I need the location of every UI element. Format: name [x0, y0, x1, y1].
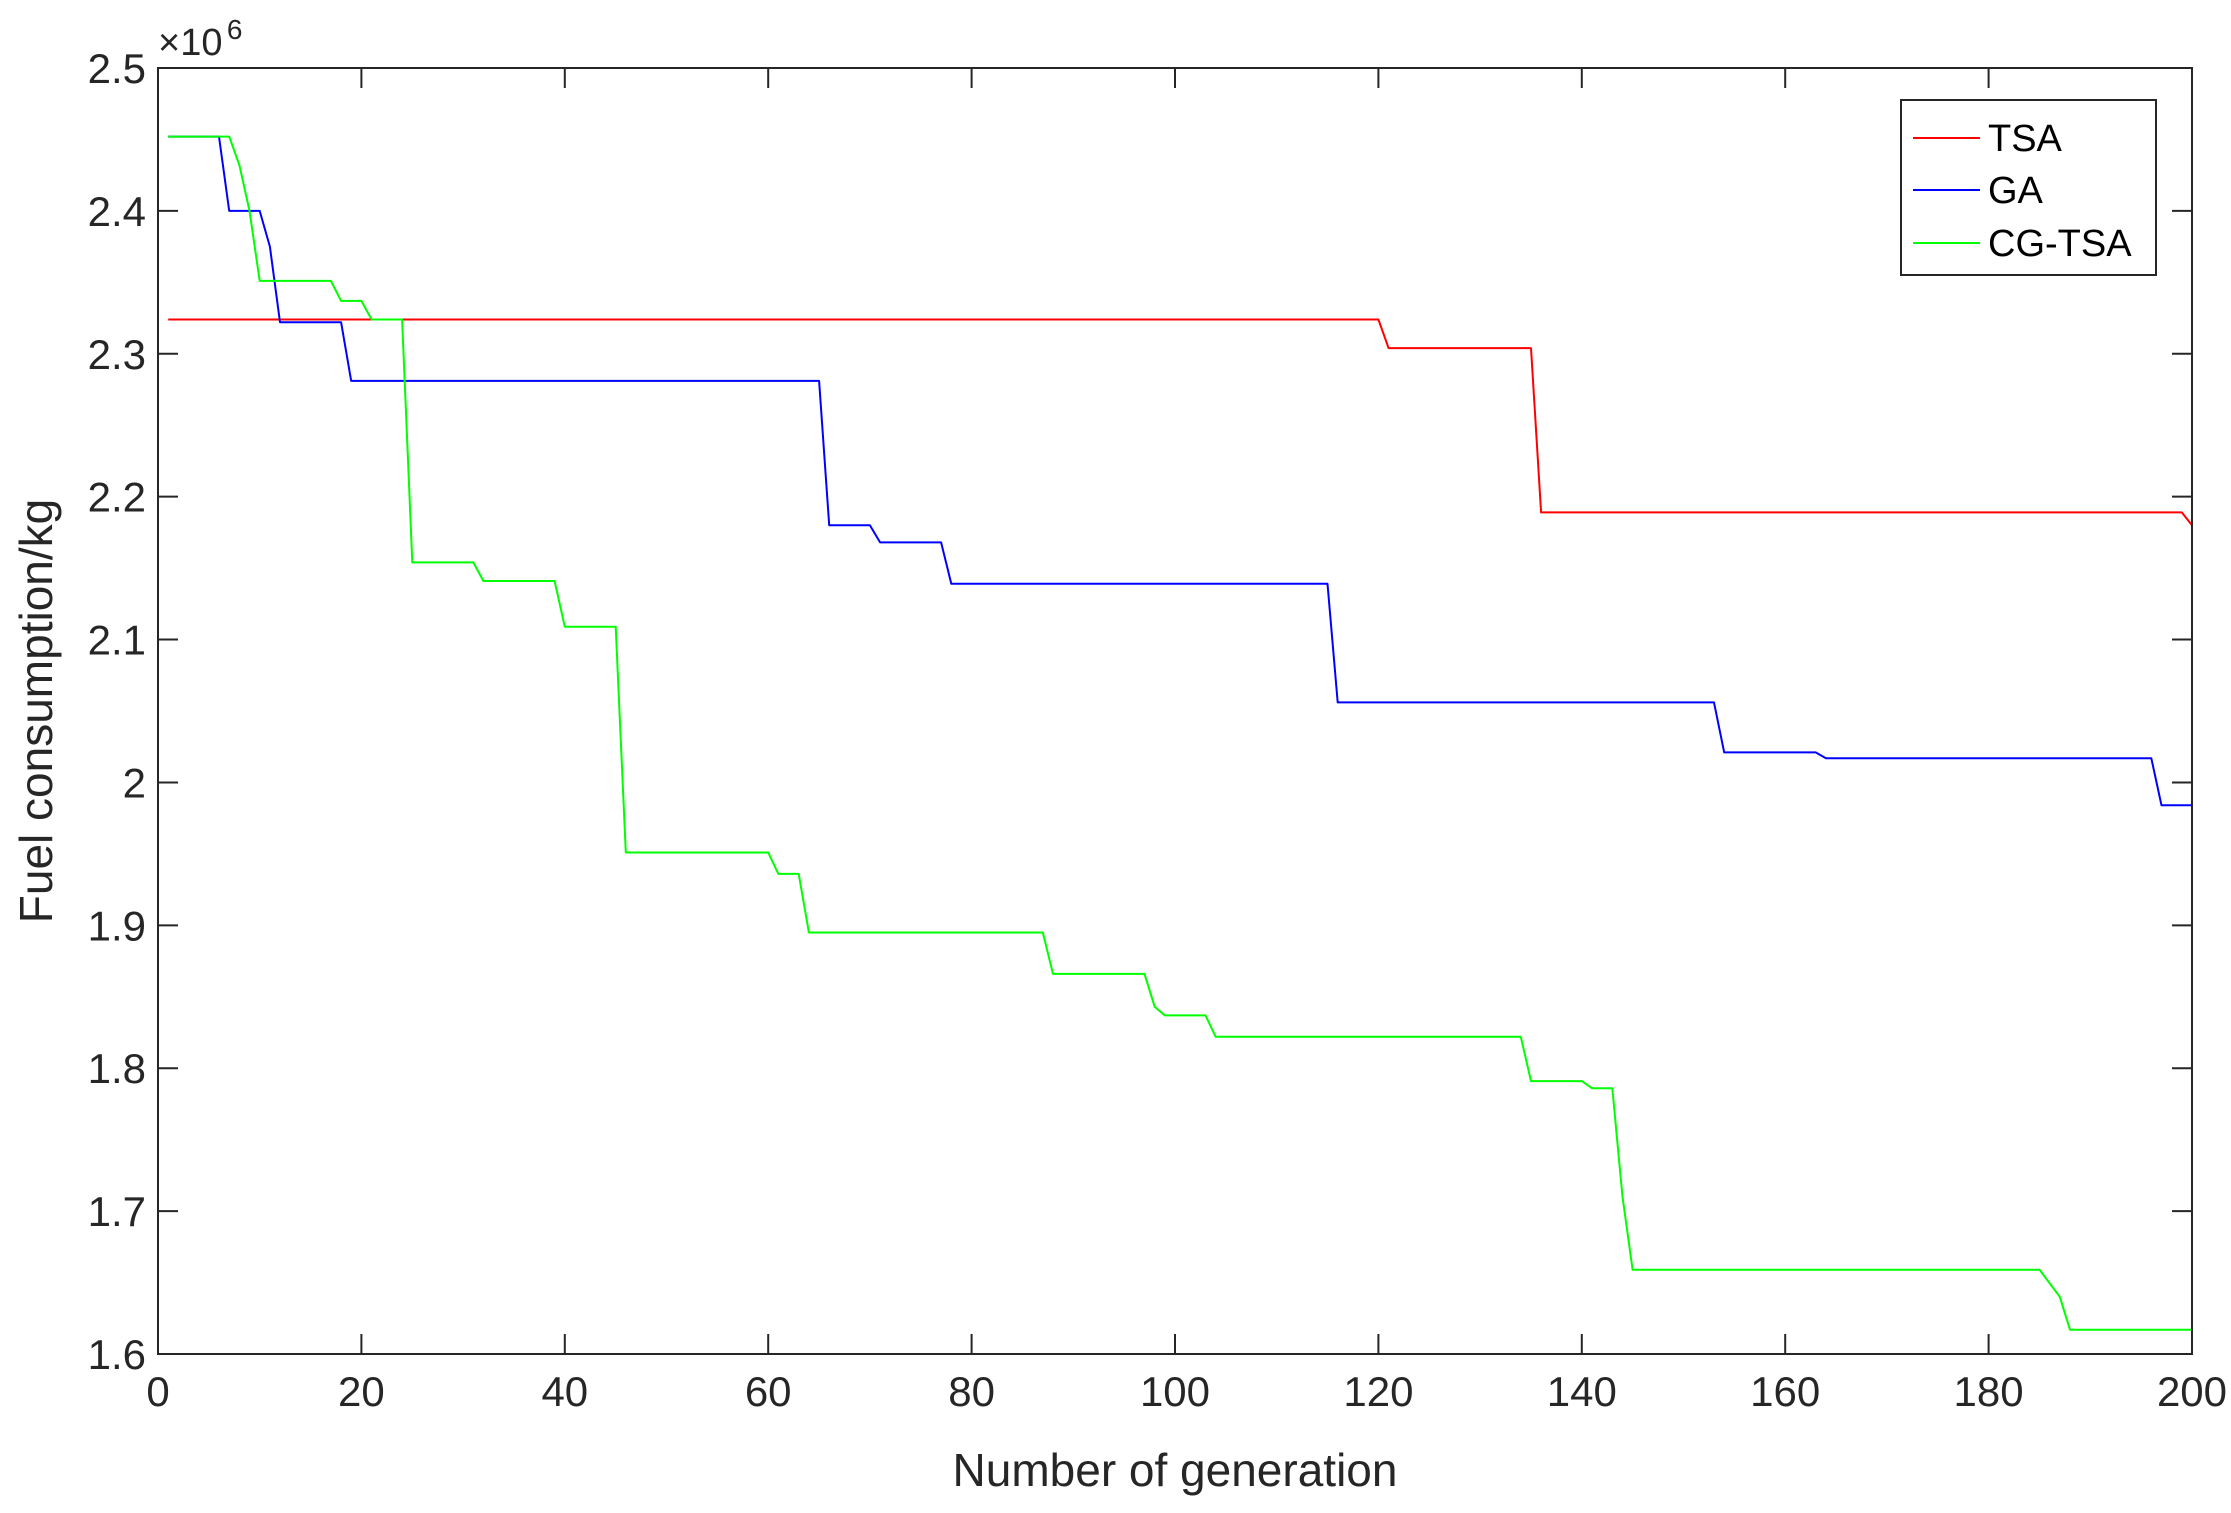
- series-line-tsa: [168, 318, 2193, 526]
- y-tick-label: 2.3: [88, 331, 146, 378]
- y-tick-label: 1.6: [88, 1331, 146, 1378]
- x-tick-label: 20: [338, 1368, 385, 1415]
- y-multiplier-base: ×10: [158, 22, 222, 64]
- legend-label-tsa: TSA: [1988, 118, 2063, 160]
- x-tick-label: 120: [1343, 1368, 1413, 1415]
- x-tick-label: 160: [1750, 1368, 1820, 1415]
- ticks-layer: 0 20 40 60 80 100 120 140 160 180 200 1.6 1.7 1.8 1.9 2…: [88, 45, 2227, 1415]
- y-multiplier: ×10 6: [158, 14, 243, 64]
- y-tick-label: 2.5: [88, 45, 146, 92]
- y-tick-label: 2: [123, 759, 146, 806]
- x-tick-label: 80: [948, 1368, 995, 1415]
- y-tick-label: 1.8: [88, 1045, 146, 1092]
- y-tick-label: 2.1: [88, 617, 146, 664]
- y-tick-label: 2.2: [88, 474, 146, 521]
- y-tick-label: 1.9: [88, 902, 146, 949]
- series-line-cg-tsa: [168, 135, 2192, 1331]
- series-line-ga: [168, 135, 2192, 807]
- x-tick-label: 140: [1547, 1368, 1617, 1415]
- x-tick-label: 200: [2157, 1368, 2227, 1415]
- y-axis-title: Fuel consumption/kg: [10, 499, 62, 923]
- x-tick-label: 60: [745, 1368, 792, 1415]
- legend-label-cg-tsa: CG-TSA: [1988, 223, 2132, 265]
- legend-box: [1900, 99, 2157, 276]
- plot-frame: [157, 67, 2193, 1355]
- x-tick-label: 0: [146, 1368, 169, 1415]
- x-tick-label: 40: [541, 1368, 588, 1415]
- legend: TSA GA CG-TSA: [1900, 99, 2157, 276]
- plot-area: [158, 68, 2192, 1354]
- y-tick-label: 2.4: [88, 188, 146, 235]
- x-tick-label: 100: [1140, 1368, 1210, 1415]
- x-tick-label: 180: [1954, 1368, 2024, 1415]
- y-tick-label: 1.7: [88, 1188, 146, 1235]
- legend-label-ga: GA: [1988, 170, 2044, 212]
- x-axis-title: Number of generation: [953, 1444, 1398, 1496]
- series-layer: [168, 135, 2193, 1331]
- y-multiplier-exponent: 6: [227, 14, 243, 45]
